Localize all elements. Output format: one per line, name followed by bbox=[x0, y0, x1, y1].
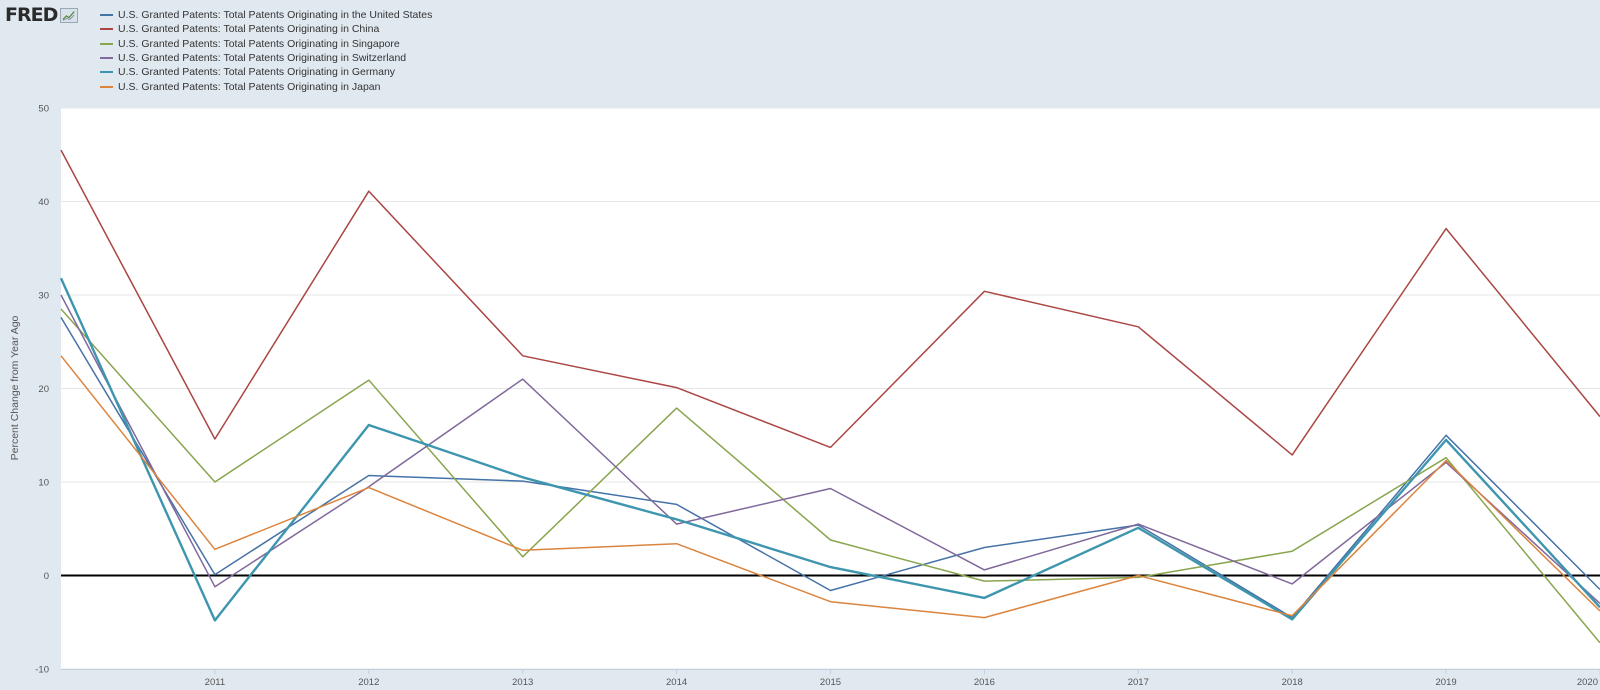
y-tick-label: 0 bbox=[44, 571, 49, 582]
y-tick-label: -10 bbox=[35, 665, 49, 676]
series-line bbox=[60, 355, 1600, 619]
series-line bbox=[59, 277, 1600, 622]
legend-swatch bbox=[100, 57, 113, 60]
logo-text: FRED bbox=[5, 4, 58, 26]
x-tick-label: 2014 bbox=[666, 677, 687, 688]
x-tick-label: 2019 bbox=[1436, 677, 1457, 688]
legend-label: U.S. Granted Patents: Total Patents Orig… bbox=[118, 37, 400, 50]
x-tick-label: 2015 bbox=[820, 677, 841, 688]
legend-swatch bbox=[100, 85, 113, 88]
y-tick-label: 40 bbox=[38, 197, 49, 208]
legend-swatch bbox=[100, 71, 113, 74]
chart-trend-icon bbox=[60, 7, 79, 23]
fred-logo[interactable]: FRED bbox=[5, 4, 79, 26]
x-tick-label: 2016 bbox=[974, 677, 995, 688]
legend-label: U.S. Granted Patents: Total Patents Orig… bbox=[118, 52, 407, 65]
legend-swatch bbox=[100, 42, 113, 45]
y-tick-label: 10 bbox=[38, 478, 49, 489]
y-tick-label: 20 bbox=[38, 384, 49, 395]
legend-label: U.S. Granted Patents: Total Patents Orig… bbox=[118, 9, 433, 22]
x-tick-label: 2011 bbox=[205, 677, 225, 688]
legend-item[interactable]: U.S. Granted Patents: Total Patents Orig… bbox=[100, 51, 432, 65]
legend-label: U.S. Granted Patents: Total Patents Orig… bbox=[118, 66, 396, 79]
legend-item[interactable]: U.S. Granted Patents: Total Patents Orig… bbox=[100, 37, 432, 51]
legend-item[interactable]: U.S. Granted Patents: Total Patents Orig… bbox=[100, 8, 432, 22]
legend-swatch bbox=[100, 28, 113, 31]
y-tick-label: 50 bbox=[38, 104, 49, 115]
series-line bbox=[60, 308, 1600, 644]
legend-item[interactable]: U.S. Granted Patents: Total Patents Orig… bbox=[100, 65, 432, 79]
legend-item[interactable]: U.S. Granted Patents: Total Patents Orig… bbox=[100, 22, 432, 36]
legend-label: U.S. Granted Patents: Total Patents Orig… bbox=[118, 80, 381, 93]
x-tick-label: 2020 bbox=[1577, 677, 1598, 688]
y-tick-label: 30 bbox=[38, 291, 49, 302]
series-line bbox=[60, 149, 1600, 456]
legend-label: U.S. Granted Patents: Total Patents Orig… bbox=[118, 23, 380, 36]
x-tick-label: 2018 bbox=[1282, 677, 1303, 688]
chart-legend: U.S. Granted Patents: Total Patents Orig… bbox=[100, 8, 432, 94]
series-line bbox=[60, 294, 1600, 605]
x-tick-label: 2017 bbox=[1128, 677, 1149, 688]
x-tick-label: 2013 bbox=[512, 677, 533, 688]
legend-swatch bbox=[100, 14, 113, 17]
legend-item[interactable]: U.S. Granted Patents: Total Patents Orig… bbox=[100, 79, 432, 93]
x-tick-label: 2012 bbox=[358, 677, 379, 688]
